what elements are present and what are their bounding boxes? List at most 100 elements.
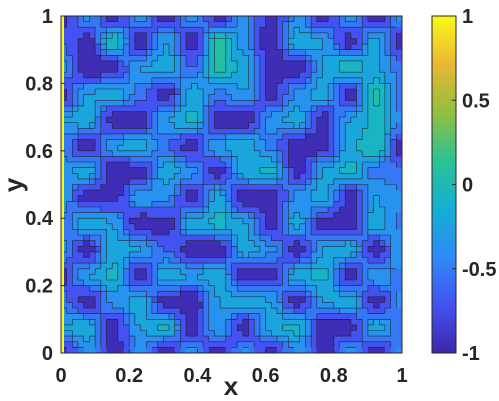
- field-cell: [157, 313, 164, 320]
- field-cell: [134, 167, 142, 174]
- field-cell: [197, 319, 204, 326]
- field-cell: [265, 285, 272, 292]
- field-cell: [220, 291, 227, 298]
- field-cell: [112, 263, 119, 270]
- field-cell: [214, 167, 221, 174]
- field-cell: [390, 285, 397, 292]
- field-cell: [129, 268, 136, 275]
- field-cell: [259, 336, 267, 343]
- field-cell: [237, 105, 244, 113]
- field-cell: [220, 44, 227, 51]
- field-cell: [100, 72, 108, 79]
- field-cell: [248, 308, 255, 315]
- field-cell: [288, 173, 295, 180]
- field-cell: [345, 218, 352, 225]
- field-cell: [379, 184, 386, 191]
- field-cell: [89, 336, 96, 343]
- field-cell: [345, 100, 352, 107]
- field-cell: [311, 32, 318, 40]
- field-cell: [72, 38, 79, 45]
- field-cell: [140, 94, 147, 101]
- field-cell: [379, 201, 386, 208]
- field-cell: [248, 279, 255, 287]
- field-cell: [328, 240, 335, 247]
- field-cell: [168, 32, 176, 40]
- field-cell: [373, 195, 380, 202]
- field-cell: [95, 128, 102, 135]
- field-cell: [322, 117, 329, 124]
- field-cell: [220, 77, 227, 84]
- field-cell: [362, 32, 369, 40]
- field-cell: [100, 212, 108, 219]
- field-cell: [242, 89, 250, 96]
- field-cell: [311, 201, 318, 208]
- field-cell: [311, 319, 318, 326]
- field-cell: [305, 150, 312, 158]
- field-cell: [220, 111, 227, 118]
- field-cell: [248, 49, 255, 56]
- field-cell: [276, 173, 284, 180]
- field-cell: [197, 145, 204, 152]
- field-cell: [61, 251, 68, 259]
- field-cell: [134, 302, 142, 309]
- field-cell: [106, 139, 113, 146]
- field-cell: [203, 32, 210, 40]
- field-cell: [89, 212, 96, 219]
- field-cell: [367, 100, 375, 107]
- field-cell: [259, 100, 267, 107]
- field-cell: [231, 145, 238, 152]
- field-cell: [220, 296, 227, 304]
- field-cell: [78, 72, 85, 79]
- field-cell: [242, 60, 250, 68]
- field-cell: [220, 32, 227, 40]
- field-cell: [294, 16, 301, 23]
- field-cell: [163, 72, 170, 79]
- field-cell: [168, 55, 176, 62]
- field-cell: [373, 184, 380, 191]
- field-cell: [265, 72, 272, 79]
- field-cell: [89, 117, 96, 124]
- field-cell: [203, 27, 210, 34]
- x-axis-ticks: 0 0.2 0.4 0.6 0.8 1: [55, 349, 408, 387]
- field-cell: [112, 150, 119, 158]
- field-cell: [78, 27, 85, 34]
- field-cell: [282, 319, 289, 326]
- field-cell: [276, 21, 284, 28]
- field-cell: [78, 122, 85, 129]
- field-cell: [95, 173, 102, 180]
- field-cell: [168, 319, 176, 326]
- field-cell: [78, 139, 85, 146]
- field-cell: [163, 184, 170, 191]
- field-cell: [168, 150, 176, 158]
- field-cell: [390, 83, 397, 90]
- field-cell: [123, 49, 130, 56]
- field-cell: [265, 347, 272, 353]
- field-cell: [333, 83, 341, 90]
- field-cell: [208, 21, 216, 28]
- field-cell: [191, 27, 198, 34]
- field-cell: [134, 60, 142, 68]
- field-cell: [151, 167, 159, 174]
- field-cell: [157, 139, 164, 146]
- field-cell: [271, 44, 278, 51]
- field-cell: [214, 229, 221, 236]
- field-cell: [106, 156, 113, 163]
- field-cell: [191, 173, 198, 180]
- field-cell: [83, 235, 91, 242]
- field-cell: [146, 341, 153, 348]
- field-cell: [78, 296, 85, 304]
- field-cell: [248, 128, 255, 135]
- field-cell: [259, 302, 267, 309]
- field-cell: [356, 55, 363, 62]
- field-cell: [186, 150, 193, 158]
- field-cell: [106, 279, 113, 287]
- field-cell: [259, 66, 267, 73]
- field-cell: [345, 32, 352, 40]
- field-cell: [231, 190, 238, 197]
- field-cell: [362, 145, 369, 152]
- field-cell: [163, 212, 170, 219]
- field-cell: [299, 21, 306, 28]
- field-cell: [373, 341, 380, 348]
- field-cell: [197, 308, 204, 315]
- field-cell: [282, 21, 289, 28]
